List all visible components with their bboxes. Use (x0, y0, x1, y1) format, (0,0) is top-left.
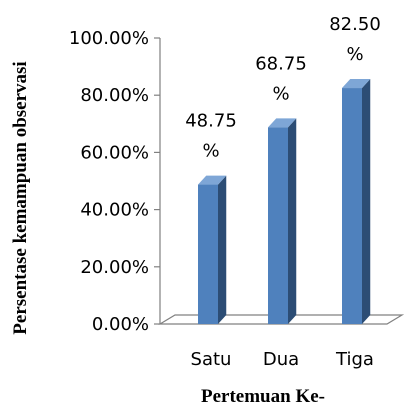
data-label: 48.75 (185, 111, 237, 132)
bar-side-face (218, 175, 227, 324)
bar-top-face (342, 79, 371, 89)
bar-front-face (342, 88, 362, 324)
data-label: 68.75 (255, 53, 307, 74)
x-tick-label: Satu (191, 349, 232, 370)
y-tick-label: 40.00% (80, 200, 149, 221)
x-axis-title: Pertemuan Ke- (201, 386, 325, 407)
chart-floor (157, 314, 405, 325)
data-labels: 48.75% 68.75% 82.50% (185, 14, 381, 162)
y-tick-label: 60.00% (80, 142, 149, 163)
data-label: % (202, 141, 219, 162)
bars (198, 79, 371, 324)
y-tick-label: 0.00% (92, 314, 149, 335)
y-tick-label: 100.00% (69, 28, 149, 49)
bar (268, 118, 297, 324)
bar (198, 175, 227, 324)
data-label: % (272, 83, 289, 104)
y-axis (154, 37, 161, 325)
floor-plane (157, 314, 405, 325)
x-tick-label: Tiga (335, 349, 374, 370)
bar-top-face (268, 118, 297, 128)
y-tick-label: 80.00% (80, 85, 149, 106)
x-tick-labels: Satu Dua Tiga (191, 349, 374, 370)
y-axis-title: Persentase kemampuan observasi (10, 61, 31, 334)
x-tick-label: Dua (263, 349, 299, 370)
bar-side-face (362, 79, 371, 324)
bar-front-face (198, 184, 218, 324)
bar-side-face (288, 118, 297, 324)
bar (342, 79, 371, 324)
y-tick-labels: 0.00% 20.00% 40.00% 60.00% 80.00% 100.00% (69, 28, 149, 335)
data-label: 82.50 (329, 14, 381, 35)
y-tick-label: 20.00% (80, 257, 149, 278)
data-label: % (346, 44, 363, 65)
bar-top-face (198, 175, 227, 185)
bar-front-face (268, 127, 288, 324)
